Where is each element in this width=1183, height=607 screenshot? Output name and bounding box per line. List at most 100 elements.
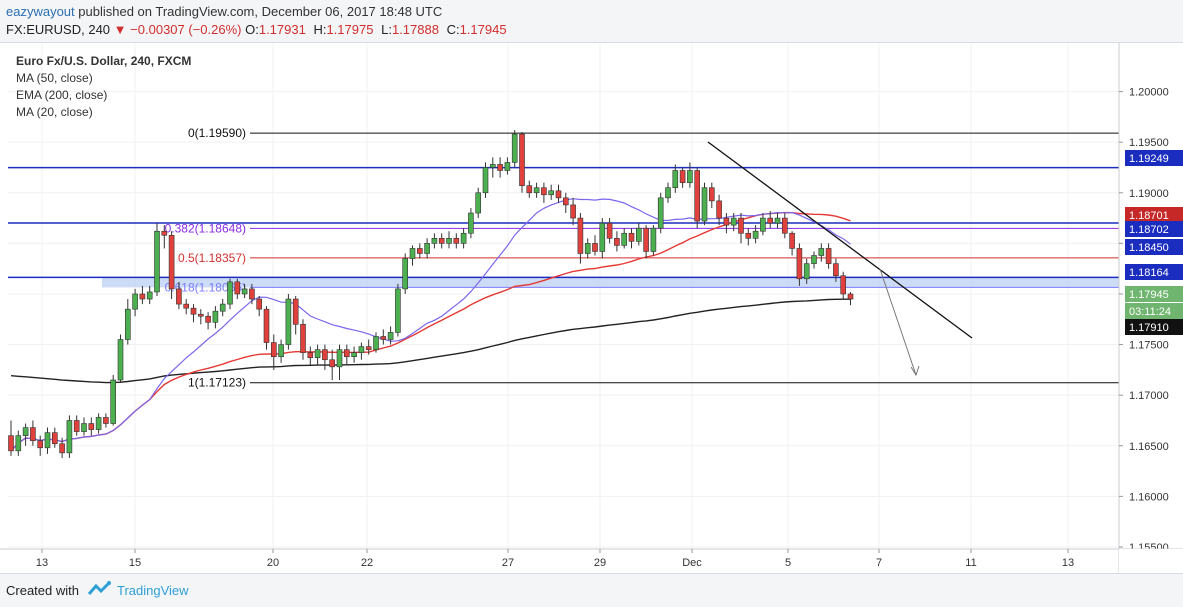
candle-body: [95, 417, 102, 430]
candle-body: [643, 227, 649, 252]
candle-body: [738, 217, 744, 234]
candle-body: [497, 164, 503, 171]
change-arrow-icon: ▼: [113, 22, 127, 37]
legend-ma50: MA (50, close): [16, 71, 93, 85]
tradingview-logo-icon[interactable]: [88, 580, 112, 598]
candle-body: [402, 258, 409, 290]
candle-body: [504, 162, 511, 171]
high-label: H:: [313, 22, 327, 37]
zone-rect: [102, 277, 1119, 288]
candle-body: [701, 187, 708, 222]
candle-body: [541, 187, 547, 196]
candle-body: [628, 232, 635, 242]
candle-body: [329, 359, 336, 368]
candle-body: [468, 212, 474, 234]
projection-arrow: [879, 268, 917, 376]
support-zone: [102, 277, 1119, 288]
x-tick-label: 20: [267, 557, 279, 569]
candle-body: [745, 232, 752, 239]
price-label-text: 03:11:24: [1129, 306, 1171, 318]
candle-body: [212, 310, 219, 323]
candle-body: [825, 248, 832, 264]
high-value: 1.17975: [326, 22, 374, 37]
quote-line: FX:EURUSD, 240 ▼ −0.00307 (−0.26%) O:1.1…: [6, 22, 511, 37]
candle-body: [687, 170, 693, 183]
legend-ema200: EMA (200, close): [16, 88, 107, 102]
candle-body: [752, 230, 759, 239]
price-label-text: 1.19249: [1129, 153, 1169, 165]
y-tick-label: 1.17500: [1129, 340, 1169, 352]
candle-body: [533, 187, 540, 194]
candle-body: [555, 190, 562, 199]
open-value: 1.17931: [258, 22, 306, 37]
candle-body: [577, 217, 584, 254]
candle-body: [81, 423, 87, 432]
candle-body: [818, 248, 825, 256]
publish-line: eazywayout published on TradingView.com,…: [6, 4, 442, 19]
grid: [8, 43, 1119, 549]
candle-body: [139, 293, 146, 300]
candle-body: [154, 230, 160, 293]
candle-body: [548, 190, 555, 196]
x-tick-label: Dec: [682, 557, 702, 569]
candle-body: [343, 349, 350, 358]
candle-body: [44, 432, 51, 449]
candle-body: [599, 222, 606, 252]
candle-body: [679, 170, 686, 183]
x-tick-label: 29: [594, 557, 606, 569]
candle-body: [358, 346, 365, 353]
candle-body: [270, 342, 277, 358]
open-label: O:: [245, 22, 259, 37]
candle-body: [760, 217, 766, 232]
candle-body: [519, 133, 525, 186]
axis-corner: [1119, 549, 1183, 573]
candle-body: [183, 303, 189, 309]
candle-body: [672, 170, 679, 189]
candle-body: [789, 232, 795, 249]
price-label-bg: [1125, 207, 1183, 223]
candle-body: [657, 197, 664, 229]
candle-body: [132, 293, 138, 310]
candle-body: [847, 293, 854, 300]
price-chart[interactable]: 0(1.19590) 0.382(1.18648) 0.5(1.18357) 0.61…: [0, 43, 1183, 573]
candle-body: [438, 238, 445, 244]
candle-body: [88, 423, 95, 430]
candle-body: [117, 339, 124, 381]
candle-body: [161, 230, 168, 236]
candle-body: [453, 238, 460, 244]
candle-body: [730, 217, 737, 226]
candle-body: [526, 185, 533, 194]
ma20-line: [10, 198, 851, 452]
y-tick-label: 1.19500: [1129, 137, 1169, 149]
candle-body: [234, 281, 241, 295]
candle-body: [708, 187, 715, 202]
arrow-head-icon: [910, 365, 920, 377]
candle-body: [227, 281, 233, 305]
candle-body: [292, 298, 299, 325]
candle-body: [256, 298, 263, 310]
candle-body: [263, 308, 270, 343]
candle-body: [314, 349, 321, 359]
candle-body: [241, 288, 248, 295]
candle-body: [176, 288, 182, 305]
change-value: −0.00307 (−0.26%): [130, 22, 242, 37]
author-link[interactable]: eazywayout: [6, 4, 75, 19]
candle-body: [635, 227, 642, 242]
candle-body: [219, 303, 226, 312]
candle-body: [59, 443, 65, 454]
fib-label: 0.5(1.18357): [178, 251, 246, 265]
candle-body: [278, 344, 284, 358]
tradingview-link[interactable]: TradingView: [117, 583, 189, 598]
fib-label: 0.382(1.18648): [165, 221, 246, 235]
candle-body: [665, 187, 671, 199]
moving-averages: [10, 198, 851, 452]
candle-body: [125, 308, 131, 340]
time-axis[interactable]: 13 15 20 22 27 29 Dec 5 7 11 13: [0, 548, 1183, 573]
candle-body: [285, 298, 292, 345]
price-label-text: 1.18164: [1129, 267, 1169, 279]
price-label-bg: [1125, 264, 1183, 280]
candle-body: [489, 164, 496, 168]
price-label-bg: [1125, 150, 1183, 166]
y-tick-label: 1.20000: [1129, 87, 1169, 99]
chart-legend: Euro Fx/U.S. Dollar, 240, FXCM MA (50, c…: [16, 54, 191, 119]
